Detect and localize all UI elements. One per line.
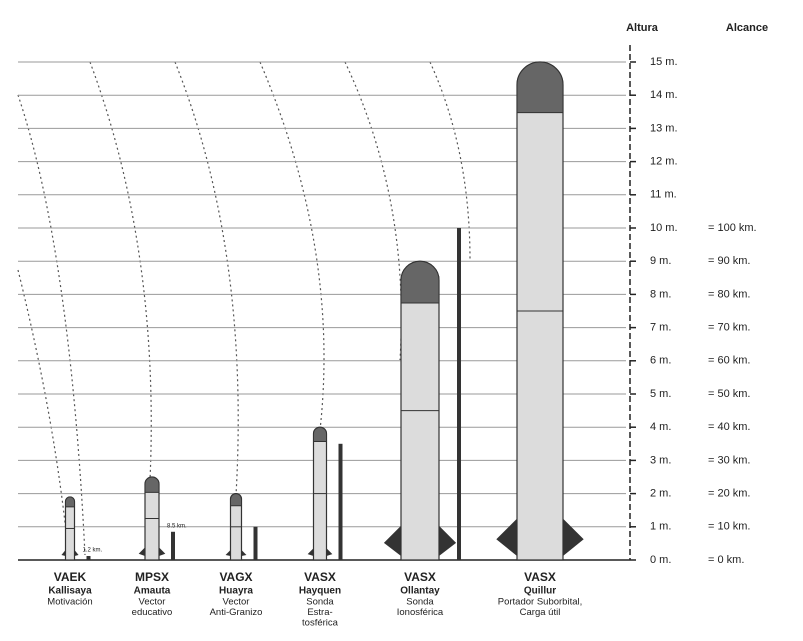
- rocket-name: Huayra: [219, 586, 253, 597]
- y2-tick-label: = 0 km.: [708, 554, 744, 566]
- y-tick-label: 5 m.: [650, 388, 671, 400]
- rocket-nose: [230, 493, 242, 507]
- y2-tick-label: = 40 km.: [708, 421, 751, 433]
- reach-bar: [253, 526, 258, 560]
- rocket-description: Carga útil: [520, 607, 561, 618]
- rocket-model: VASX: [304, 570, 336, 584]
- rocket: [61, 496, 79, 561]
- fin: [496, 518, 584, 556]
- y-tick-label: 6 m.: [650, 355, 671, 367]
- y-tick-label: 1 m.: [650, 521, 671, 533]
- y2-tick-label: = 50 km.: [708, 388, 751, 400]
- rocket-nose: [516, 61, 564, 114]
- y-tick-label: 4 m.: [650, 421, 671, 433]
- fin: [307, 548, 333, 556]
- arc: [174, 61, 239, 496]
- rocket-nose: [400, 260, 440, 304]
- y-tick-label: 14 m.: [650, 89, 678, 101]
- rocket-model: VASX: [524, 570, 556, 584]
- fin: [225, 550, 247, 556]
- y2-tick-label: = 20 km.: [708, 488, 751, 500]
- y-tick-label: 3 m.: [650, 454, 671, 466]
- rocket-nose: [144, 476, 160, 493]
- reach-bar: [86, 556, 91, 560]
- y-tick-label: 2 m.: [650, 488, 671, 500]
- fin: [138, 547, 166, 556]
- y-tick-label: 11 m.: [650, 189, 677, 201]
- arc: [17, 94, 86, 556]
- y-axis-label: Altura: [626, 22, 659, 34]
- y2-axis-label: Alcance: [726, 22, 768, 34]
- rocket-model: VAGX: [219, 570, 252, 584]
- rocket-description: Vector: [223, 597, 250, 608]
- reach-bar: [171, 531, 175, 560]
- y2-tick-label: = 60 km.: [708, 355, 751, 367]
- y-tick-label: 7 m.: [650, 322, 671, 334]
- rocket-description: Sonda: [306, 597, 334, 608]
- reach-label: 8.5 km.: [167, 523, 187, 529]
- rocket: [383, 260, 457, 561]
- reach-bar: [338, 443, 343, 560]
- rocket-model: MPSX: [135, 570, 169, 584]
- y2-tick-label: = 100 km.: [708, 222, 757, 234]
- rocket: [138, 476, 166, 561]
- y2-tick-label: = 90 km.: [708, 255, 751, 267]
- y-tick-label: 9 m.: [650, 255, 671, 267]
- arc: [344, 61, 402, 361]
- rocket-name: Kallisaya: [48, 586, 92, 597]
- rocket: [307, 426, 333, 561]
- rocket-description: Motivación: [47, 597, 92, 608]
- rocket-name: Quillur: [524, 586, 556, 597]
- reach-label: 1.2 km.: [83, 548, 103, 554]
- y-tick-label: 15 m.: [650, 56, 678, 68]
- rocket-description: Anti-Granizo: [210, 607, 263, 618]
- rocket-description: Estra-: [307, 607, 332, 618]
- rocket-name: Amauta: [134, 586, 171, 597]
- rocket: [496, 61, 584, 561]
- rocket-description: educativo: [132, 607, 173, 618]
- y2-tick-label: = 30 km.: [708, 454, 751, 466]
- y-tick-label: 8 m.: [650, 288, 671, 300]
- rocket-description: Vector: [139, 597, 166, 608]
- y-tick-label: 10 m.: [650, 222, 678, 234]
- reach-bar: [457, 228, 461, 560]
- rocket: [225, 493, 247, 561]
- rocket-nose: [65, 496, 75, 508]
- fin: [383, 525, 457, 556]
- arc: [429, 61, 471, 261]
- rocket-nose: [313, 426, 327, 442]
- rocket-model: VASX: [404, 570, 436, 584]
- arc: [17, 269, 69, 551]
- y-tick-label: 13 m.: [650, 122, 678, 134]
- rocket-description: Portador Suborbital,: [498, 597, 583, 608]
- arc: [259, 61, 325, 431]
- rocket-description: tosférica: [302, 618, 339, 629]
- rocket-model: VAEK: [54, 570, 87, 584]
- y-tick-label: 12 m.: [650, 156, 678, 168]
- rocket-name: Ollantay: [400, 586, 440, 597]
- rocket-description: Ionosférica: [397, 607, 444, 618]
- y2-tick-label: = 10 km.: [708, 521, 751, 533]
- arc: [89, 61, 152, 481]
- rocket-name: Hayquen: [299, 586, 341, 597]
- y2-tick-label: = 70 km.: [708, 322, 751, 334]
- fin: [61, 550, 79, 556]
- rocket-description: Sonda: [406, 597, 434, 608]
- y-tick-label: 0 m.: [650, 554, 671, 566]
- y2-tick-label: = 80 km.: [708, 288, 751, 300]
